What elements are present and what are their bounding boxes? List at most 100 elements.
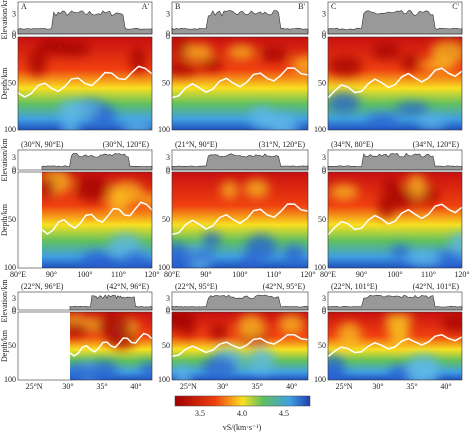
colorbar-label: vS/(km·s⁻¹): [223, 423, 262, 432]
x-tick-label: 120°: [454, 270, 469, 279]
anomaly: [27, 49, 47, 77]
section-frame: [327, 171, 463, 269]
x-tick-label: 35°: [96, 382, 107, 391]
anomaly: [448, 232, 462, 253]
profile-end-label: (34°N, 120°E): [413, 140, 460, 149]
x-tick-label: 25°N: [26, 382, 43, 391]
depth-tick-label: 50: [162, 215, 170, 224]
depth-tick-label: 50: [8, 215, 16, 224]
elevation-profile: [41, 152, 153, 171]
moho-line: [172, 203, 308, 236]
elevation-tick-label: 3: [322, 294, 326, 303]
profile-start-label: (34°N, 80°E): [331, 140, 374, 149]
anomaly: [174, 365, 192, 380]
profile-start-label: C: [331, 2, 336, 11]
anomaly: [258, 116, 293, 129]
profile-start-label: A: [21, 2, 27, 11]
anomaly: [418, 115, 447, 130]
x-tick-label: 80°E: [10, 270, 26, 279]
anomaly: [96, 314, 132, 338]
elevation-tick-label: 3: [166, 10, 170, 19]
anomaly: [328, 91, 360, 114]
anomalies: [328, 40, 462, 130]
depth-tick-label: 100: [158, 125, 170, 134]
elevation-tick-label: 0: [322, 29, 326, 38]
anomaly: [328, 55, 363, 77]
elevation-tick-label: 0: [12, 305, 16, 314]
elevation-frame: [171, 149, 309, 171]
elevation-tick-label: 0: [166, 305, 170, 314]
profile-start-label: (22°N, 101°E): [331, 282, 378, 291]
x-tick-label: 30°: [217, 382, 228, 391]
elevation-axis-title: Elevation/km: [0, 138, 9, 182]
depth-tick-label: 100: [4, 263, 16, 272]
anomalies: [329, 173, 462, 268]
x-tick-label: 110°: [421, 270, 436, 279]
profile-end-label: (42°N, 101°E): [413, 282, 460, 291]
anomalies: [172, 179, 305, 268]
x-tick-label: 110°: [111, 270, 126, 279]
moho-line: [42, 201, 152, 235]
depth-tick-label: 100: [158, 375, 170, 384]
profile-end-label: (42°N, 95°E): [263, 282, 306, 291]
elevation-tick-label: 0: [166, 29, 170, 38]
velocity-section: [172, 312, 308, 380]
depth-tick-label: 50: [8, 78, 16, 87]
depth-tick-label: 50: [8, 341, 16, 350]
x-tick-label: 120°: [300, 270, 315, 279]
anomaly: [430, 250, 462, 268]
velocity-section: [42, 172, 152, 268]
depth-tick-label: 0: [12, 167, 16, 176]
profile-start-label: (22°N, 96°E): [21, 282, 64, 291]
anomaly: [244, 179, 270, 199]
elevation-tick-label: 3: [322, 153, 326, 162]
elevation-tick-label: 3: [166, 153, 170, 162]
x-tick-label: 30°: [372, 382, 383, 391]
anomalies: [42, 172, 152, 268]
anomaly: [202, 355, 238, 380]
anomaly: [407, 251, 441, 267]
velocity-section: [172, 37, 308, 130]
velocity-section: [328, 37, 462, 130]
elevation-frame: [327, 1, 463, 35]
anomaly: [328, 367, 346, 380]
anomaly: [179, 312, 196, 337]
moho-line: [172, 333, 308, 357]
section-frame: [327, 311, 463, 381]
section-frame: [17, 36, 153, 131]
anomaly: [202, 231, 221, 249]
x-tick-label: 40°: [286, 382, 297, 391]
velocity-section: [18, 37, 152, 130]
x-tick-label: 100°: [232, 270, 247, 279]
anomaly: [138, 193, 152, 207]
x-tick-label: 30°: [62, 382, 73, 391]
elevation-tick-label: 3: [166, 294, 170, 303]
anomaly: [407, 363, 438, 380]
anomaly: [70, 321, 91, 337]
x-tick-label: 25°N: [180, 382, 197, 391]
colorbar: [174, 395, 311, 407]
elevation-frame: [327, 149, 463, 171]
elevation-profile: [327, 152, 463, 171]
velocity-section: [328, 312, 462, 380]
anomaly: [61, 114, 80, 130]
x-tick-label: 25°N: [336, 382, 353, 391]
x-tick-label: 120°: [144, 270, 159, 279]
depth-axis-title: Depth/km: [0, 67, 9, 100]
anomaly: [139, 361, 152, 380]
anomaly: [383, 312, 414, 327]
elevation-profile: [171, 10, 309, 35]
moho-line: [328, 67, 462, 99]
x-tick-label: 40°: [130, 382, 141, 391]
elevation-frame: [327, 291, 463, 311]
colorbar-tick-label: 4.5: [279, 409, 289, 418]
elevation-profile: [17, 10, 153, 35]
elevation-tick-label: 0: [322, 305, 326, 314]
velocity-section: [70, 312, 152, 380]
anomaly: [227, 44, 256, 60]
moho-line: [70, 332, 152, 357]
anomaly: [441, 315, 462, 332]
depth-tick-label: 0: [166, 32, 170, 41]
x-tick-label: 80°E: [320, 270, 336, 279]
